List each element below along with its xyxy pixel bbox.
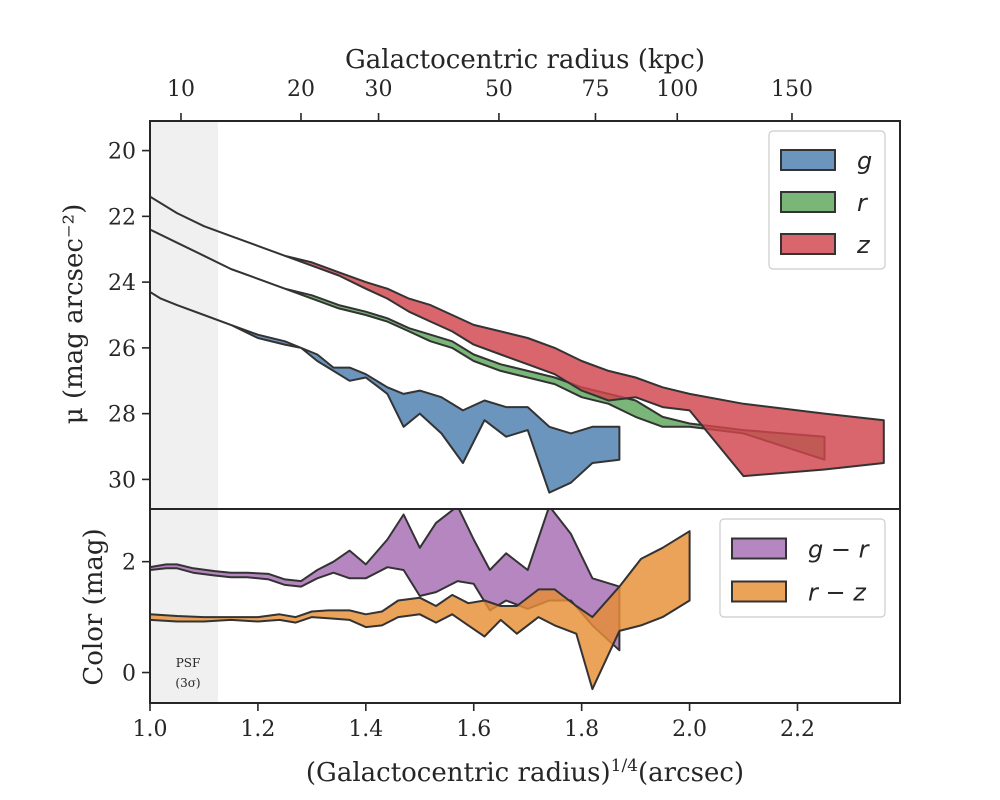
x-tick-label-0: 1.0: [133, 717, 168, 742]
bottom-legend-swatch-1: [731, 580, 787, 603]
y-tick-label-top-2: 24: [108, 271, 136, 296]
y-tick-label-top-0: 20: [108, 140, 136, 165]
y-tick-label-bottom-1: 2: [122, 551, 136, 576]
legends: grz g − r r − z: [719, 130, 886, 618]
x-axis-title-superscript: 1/4: [611, 756, 638, 776]
top-legend-label-1: r: [857, 189, 869, 217]
psf-label-line2: (3σ): [175, 676, 200, 690]
x-axis-title-main: (Galactocentric radius): [306, 758, 611, 788]
top-legend-swatch-2: [780, 233, 836, 255]
band-bottom-0: [150, 509, 621, 652]
psf-region-top: [150, 121, 218, 509]
x-axis-title-unit: (arcsec): [638, 758, 744, 788]
psf-region-bottom: [150, 509, 218, 703]
x-tick-label-6: 2.2: [780, 717, 815, 742]
top-legend-swatch-1: [780, 191, 836, 213]
x-tick-label-4: 1.8: [564, 717, 599, 742]
y-tick-label-top-3: 26: [108, 337, 136, 362]
surface-brightness-bands: [150, 195, 885, 494]
top-x-tick-label-6: 150: [771, 77, 813, 102]
top-x-tick-label-3: 50: [485, 77, 513, 102]
band-top-0: [150, 291, 621, 494]
y-tick-label-bottom-0: 0: [122, 662, 136, 687]
axis-ticks: 20 22 24 26 28 30 10 20 30 50 75 100 150 0 2 1.0 1.2 1.4 1…: [108, 77, 815, 742]
x-tick-label-2: 1.4: [348, 717, 383, 742]
bottom-legend-swatch-0: [731, 537, 787, 560]
top-legend-label-2: z: [856, 231, 871, 259]
y-tick-label-top-4: 28: [108, 403, 136, 428]
bottom-legend-label-1: r − z: [808, 579, 867, 607]
top-x-tick-label-5: 100: [656, 77, 698, 102]
top-legend-swatch-0: [780, 149, 836, 171]
psf-label-line1: PSF: [176, 656, 201, 670]
y-tick-label-top-5: 30: [108, 468, 136, 493]
bottom-panel-frame: [149, 508, 901, 704]
top-x-tick-label-0: 10: [167, 77, 195, 102]
band-top-2: [150, 195, 885, 478]
top-x-tick-label-1: 20: [287, 77, 315, 102]
x-tick-label-3: 1.6: [456, 717, 491, 742]
bottom-x-axis-title: (Galactocentric radius)1/4(arcsec): [306, 756, 744, 788]
band-bottom-1: [150, 530, 691, 691]
top-x-tick-label-2: 30: [365, 77, 393, 102]
top-x-axis-title: Galactocentric radius (kpc): [345, 45, 705, 75]
x-tick-label-5: 2.0: [672, 717, 707, 742]
bottom-legend-label-0: g − r: [808, 536, 871, 564]
y-tick-label-top-1: 22: [108, 205, 136, 230]
bottom-y-axis-title: Color (mag): [79, 528, 109, 685]
color-bands: [150, 509, 691, 691]
top-x-tick-label-4: 75: [581, 77, 609, 102]
x-tick-label-1: 1.2: [240, 717, 275, 742]
top-legend-label-0: g: [857, 147, 872, 175]
top-y-axis-title: μ (mag arcsec⁻²): [59, 204, 89, 424]
